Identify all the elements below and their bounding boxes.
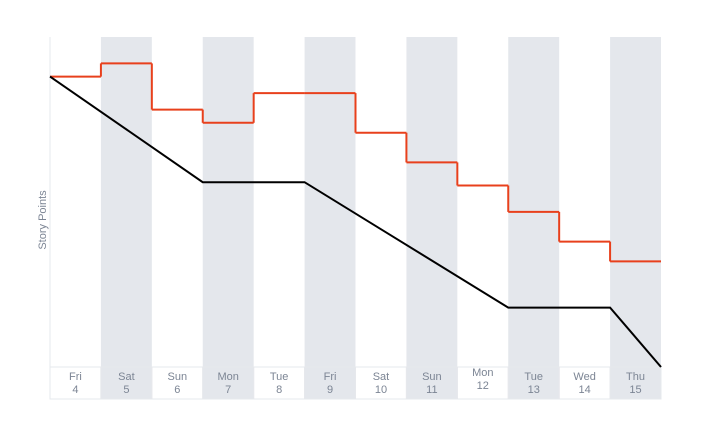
x-tick-label: Mon (472, 367, 493, 379)
x-tick-label: Tue (270, 371, 289, 383)
x-tick-label: Sun (168, 371, 188, 383)
x-tick-label: Fri (324, 371, 337, 383)
column-band (202, 37, 254, 399)
x-tick-label: 14 (579, 384, 591, 396)
x-tick-label: 9 (327, 384, 333, 396)
x-tick-label: 10 (375, 384, 387, 396)
y-axis-label: Story Points (37, 190, 49, 250)
x-tick-label: Sun (422, 371, 442, 383)
x-tick-label: 4 (72, 384, 78, 396)
column-band (406, 37, 458, 399)
x-tick-label: 11 (426, 384, 437, 396)
x-tick-label: 13 (528, 384, 540, 396)
x-tick-label: Tue (524, 371, 543, 383)
x-tick-label: 8 (276, 384, 282, 396)
x-tick-label: Fri (69, 371, 82, 383)
column-band (508, 37, 560, 399)
x-tick-label: Thu (626, 371, 645, 383)
column-band (610, 37, 661, 399)
label-cell (609, 366, 662, 400)
x-tick-label: 5 (123, 384, 129, 396)
x-tick-label: Wed (573, 371, 595, 383)
x-tick-label: 12 (477, 380, 489, 392)
x-tick-label: Sat (118, 371, 135, 383)
x-tick-label: 7 (225, 384, 231, 396)
ideal-line (49, 75, 662, 368)
column-band (304, 37, 356, 399)
x-tick-label: 6 (174, 384, 180, 396)
x-tick-label: Mon (218, 371, 239, 383)
x-tick-label: 15 (629, 384, 641, 396)
column-band (100, 37, 152, 399)
x-tick-label: Sat (373, 371, 390, 383)
